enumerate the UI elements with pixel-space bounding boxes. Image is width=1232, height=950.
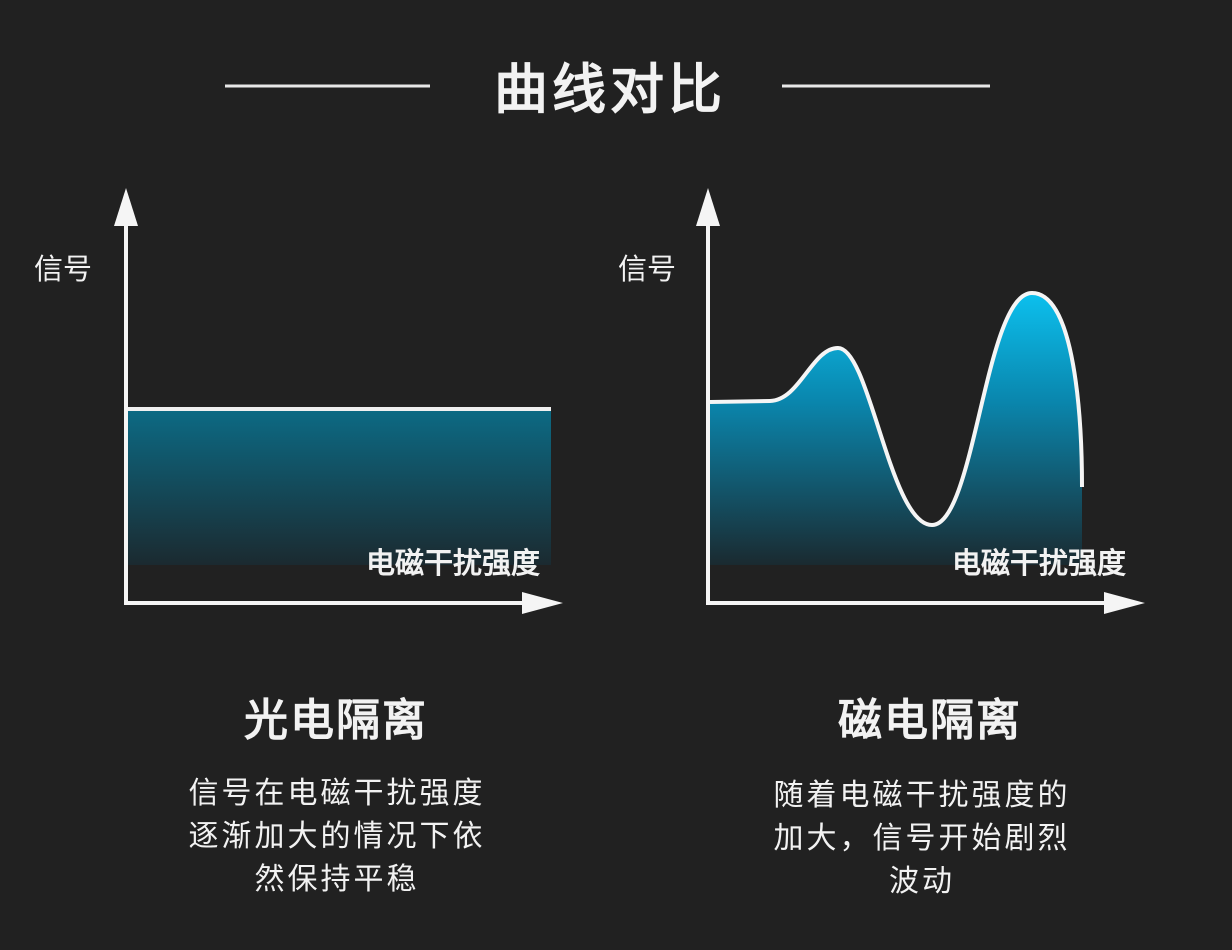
description-line: 信号在电磁干扰强度	[189, 776, 486, 811]
description-line: 加大，信号开始剧烈	[774, 821, 1071, 856]
y-axis-arrow	[696, 188, 720, 226]
description-line: 波动	[889, 864, 955, 899]
fluctuating-signal-area	[710, 293, 1082, 565]
x-axis-label: 电磁干扰强度	[952, 546, 1126, 580]
fluctuating-signal-line	[709, 290, 1084, 528]
page-title: 曲线对比	[494, 58, 726, 121]
flat-signal-area	[128, 410, 551, 565]
description-line: 随着电磁干扰强度的	[774, 778, 1071, 813]
panel-magnetic-isolation: 信号 电磁干扰强度 磁电隔离 随着电磁干扰强度的 加大，信号开始剧烈 波动	[618, 188, 1145, 899]
panel-name: 磁电隔离	[838, 695, 1022, 746]
panel-name: 光电隔离	[244, 695, 428, 746]
description-line: 然保持平稳	[255, 862, 420, 897]
y-axis-arrow	[114, 188, 138, 226]
x-axis-label: 电磁干扰强度	[366, 546, 540, 580]
description-line: 逐渐加大的情况下依	[189, 819, 486, 854]
y-axis-label: 信号	[618, 252, 676, 286]
x-axis-arrow	[1104, 592, 1145, 614]
x-axis-arrow	[522, 592, 563, 614]
y-axis-label: 信号	[34, 252, 92, 286]
panel-optical-isolation: 信号 电磁干扰强度 光电隔离 信号在电磁干扰强度 逐渐加大的情况下依 然保持平稳	[34, 188, 563, 897]
